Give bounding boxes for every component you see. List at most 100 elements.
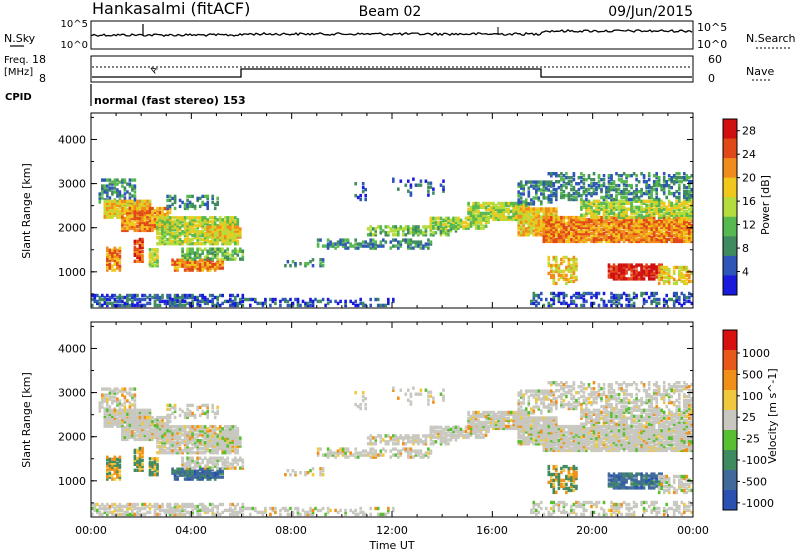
power-cell [547, 303, 551, 308]
power-cell [178, 238, 182, 242]
power-cell [218, 216, 222, 220]
power-cell [484, 201, 488, 206]
power-cell [148, 220, 152, 225]
power-cell [647, 203, 651, 207]
power-cell [545, 239, 548, 244]
power-cell [136, 249, 139, 254]
velocity-cell [133, 423, 137, 428]
power-cell [389, 229, 393, 233]
power-cell [657, 219, 661, 224]
power-cell [562, 229, 566, 234]
power-cell [647, 271, 651, 275]
power-cell [118, 215, 122, 219]
power-cell [557, 185, 561, 190]
power-cell [143, 224, 147, 229]
power-cell [667, 227, 671, 232]
power-cell [469, 215, 473, 220]
power-cell [567, 182, 571, 186]
power-cell [392, 233, 395, 237]
power-cell [527, 213, 531, 217]
velocity-cell [186, 443, 189, 447]
power-cell [582, 203, 586, 207]
power-cell [645, 180, 648, 184]
power-cell [173, 226, 177, 230]
power-cell [173, 234, 177, 238]
power-cell [116, 207, 119, 211]
velocity-cell [186, 439, 189, 443]
power-cell [472, 218, 475, 222]
power-cell [580, 223, 583, 228]
power-cell [462, 220, 465, 224]
power-cell [128, 293, 132, 298]
velocity-cell [153, 425, 157, 430]
power-cell [605, 199, 608, 203]
power-cell [206, 229, 209, 233]
power-cell [148, 301, 152, 306]
power-cell [229, 303, 232, 308]
power-cell [645, 211, 648, 215]
power-cell [203, 257, 207, 261]
power-cell [610, 271, 613, 275]
power-cell [683, 205, 686, 209]
power-cell [650, 221, 653, 226]
power-cell [349, 242, 352, 246]
velocity-cell [116, 401, 119, 405]
velocity-cell [101, 387, 104, 391]
power-cell [118, 248, 122, 252]
power-cell [607, 176, 611, 180]
power-cell [121, 201, 124, 205]
power-cell [652, 239, 656, 244]
power-cell [173, 260, 177, 264]
power-cell [607, 265, 611, 269]
power-cell [213, 206, 217, 211]
power-cell [203, 202, 207, 207]
power-cell [527, 192, 531, 196]
power-cell [605, 207, 608, 211]
power-cell [183, 234, 187, 238]
power-cell [535, 227, 538, 231]
power-cell [512, 215, 515, 220]
power-cell [582, 185, 586, 190]
power-cell [670, 209, 673, 213]
power-cell [434, 226, 438, 230]
power-cell [577, 293, 581, 298]
power-cell [116, 190, 119, 194]
power-cell [414, 231, 418, 235]
power-cell [161, 242, 164, 246]
power-cell [540, 229, 543, 233]
power-cell [216, 295, 219, 300]
power-cell [580, 227, 583, 232]
power-cell [567, 237, 571, 242]
power-cell [181, 295, 184, 300]
power-cell [590, 239, 593, 244]
power-cell [547, 221, 551, 226]
power-cell [103, 201, 107, 205]
power-cell [582, 219, 586, 224]
power-cell [683, 279, 686, 284]
power-cell [206, 251, 209, 255]
power-cell [610, 225, 613, 230]
power-cell [590, 219, 593, 224]
power-cell [592, 293, 596, 298]
power-cell [572, 197, 576, 202]
velocity-cell [121, 423, 124, 428]
power-cell [168, 220, 172, 224]
power-cell [527, 233, 531, 237]
power-cell [675, 221, 678, 226]
power-cell [562, 217, 566, 222]
power-cell [630, 267, 633, 271]
power-cell [469, 211, 473, 216]
power-cell [542, 217, 546, 222]
power-cell [236, 303, 240, 308]
power-cell [168, 240, 172, 244]
power-cell [597, 225, 601, 230]
power-cell [394, 233, 398, 237]
power-cell [128, 297, 132, 302]
power-cell [188, 301, 192, 306]
power-cell [597, 207, 601, 211]
power-cell [532, 180, 536, 184]
power-cell [582, 199, 586, 203]
power-cell [678, 185, 681, 190]
power-cell [680, 303, 684, 308]
power-cell [552, 207, 556, 211]
